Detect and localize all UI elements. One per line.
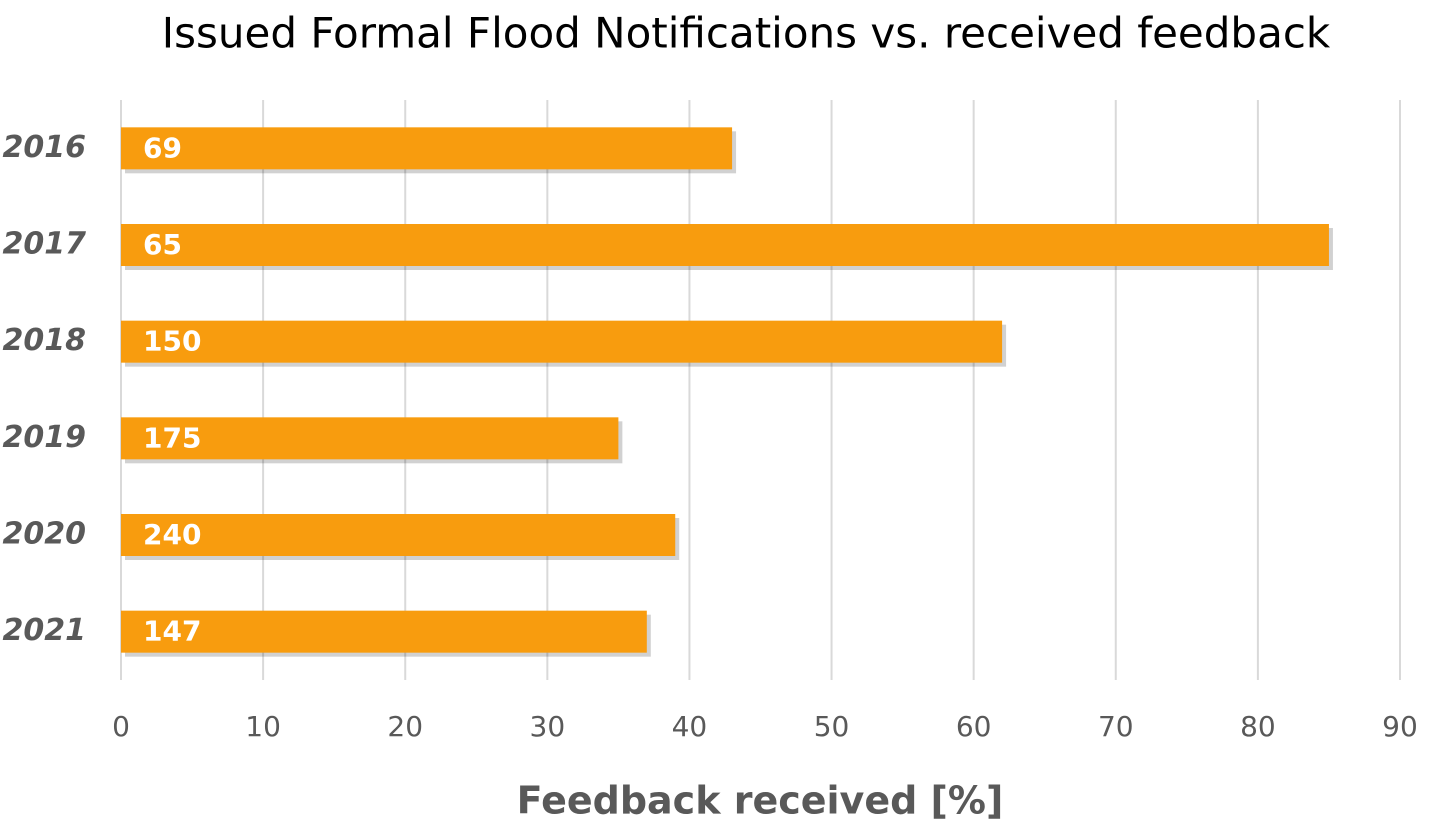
x-tick-label: 80 (1240, 710, 1276, 743)
bar (121, 514, 676, 556)
data-label: 65 (143, 228, 182, 261)
x-tick-label: 50 (814, 710, 850, 743)
data-label: 175 (143, 421, 201, 454)
x-axis-title: Feedback received [%] (517, 779, 1004, 823)
bar (121, 127, 733, 170)
y-tick-label: 2020 (3, 517, 87, 552)
x-tick-label: 20 (387, 710, 423, 743)
x-tick-label: 90 (1382, 710, 1418, 743)
bar (121, 320, 1003, 363)
bar (121, 610, 647, 653)
x-tick-label: 0 (112, 710, 130, 743)
x-tick-label: 70 (1098, 710, 1134, 743)
data-label: 240 (143, 518, 201, 551)
data-label: 147 (143, 615, 201, 648)
x-tick-label: 40 (672, 710, 708, 743)
y-tick-label: 2017 (3, 227, 87, 262)
bar (121, 417, 619, 460)
y-tick-label: 2018 (3, 323, 87, 358)
data-label: 69 (143, 131, 182, 164)
y-tick-label: 2021 (3, 613, 87, 648)
chart-title: Issued Formal Flood Notifications vs. re… (162, 9, 1331, 58)
bar (121, 224, 1329, 266)
x-tick-label: 60 (956, 710, 992, 743)
y-tick-label: 2019 (3, 420, 87, 455)
x-tick-label: 30 (530, 710, 566, 743)
data-label: 150 (143, 325, 201, 358)
y-tick-label: 2016 (3, 130, 87, 165)
x-tick-label: 10 (245, 710, 281, 743)
